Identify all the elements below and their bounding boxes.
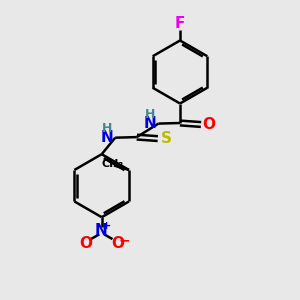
- Text: O: O: [202, 117, 215, 132]
- Text: O: O: [79, 236, 92, 251]
- Text: H: H: [102, 122, 112, 135]
- Text: N: N: [144, 116, 156, 130]
- Text: N: N: [95, 223, 107, 238]
- Text: CH₃: CH₃: [101, 159, 124, 169]
- Text: F: F: [175, 16, 185, 32]
- Text: S: S: [161, 131, 172, 146]
- Text: N: N: [100, 130, 113, 145]
- Text: H: H: [145, 107, 155, 121]
- Text: +: +: [102, 221, 111, 231]
- Text: O: O: [111, 236, 124, 251]
- Text: −: −: [119, 234, 130, 248]
